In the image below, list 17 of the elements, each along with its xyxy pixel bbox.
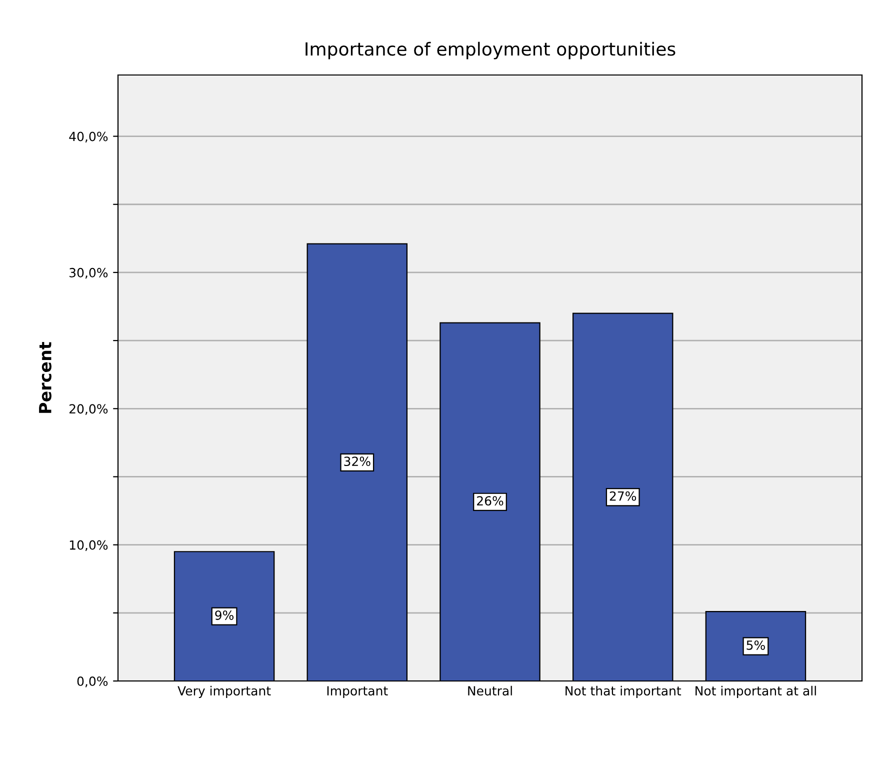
y-tick-label: 40,0%	[69, 132, 108, 142]
y-tick-label: 0,0%	[77, 676, 108, 688]
x-tick-label: Not important at all	[696, 686, 816, 698]
y-axis-title: Percent	[39, 342, 52, 413]
x-tick-label: Neutral	[468, 686, 512, 696]
y-tick-label: 20,0%	[69, 404, 108, 415]
x-tick-label: Important	[327, 686, 388, 698]
data-label: 32%	[344, 456, 370, 466]
data-label: 27%	[610, 491, 636, 501]
chart-title: Importance of employment opportunities	[306, 42, 676, 60]
y-tick-label: 10,0%	[70, 540, 108, 552]
data-label: 9%	[215, 610, 234, 620]
y-tick-label: 30,0%	[70, 268, 108, 279]
data-label: 5%	[746, 640, 765, 650]
x-tick-label: Not that important	[566, 686, 682, 698]
x-tick-label: Very important	[178, 686, 271, 698]
data-label: 26%	[477, 496, 504, 506]
